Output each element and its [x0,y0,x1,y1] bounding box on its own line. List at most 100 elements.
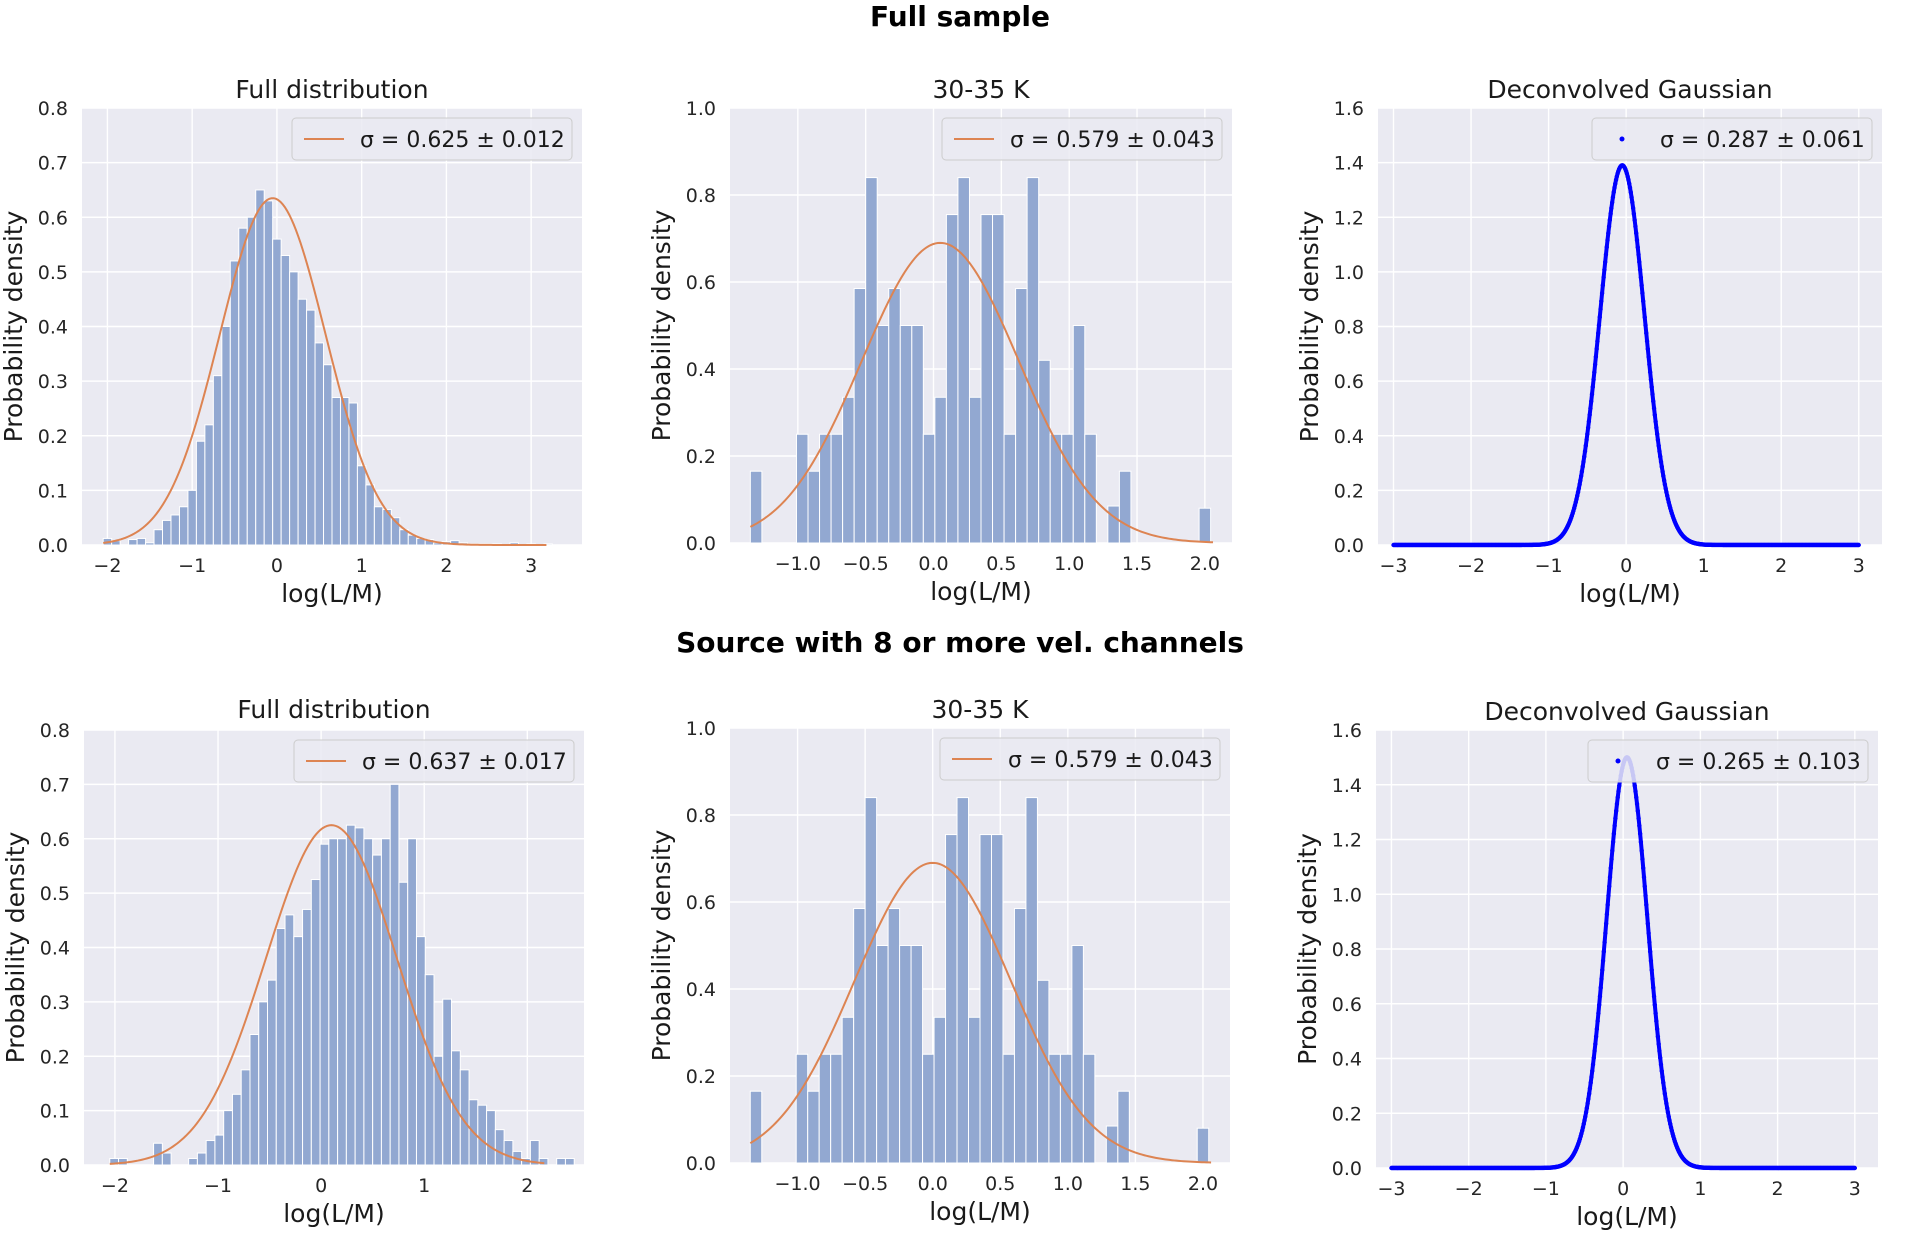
legend-label: σ = 0.579 ± 0.043 [1010,128,1215,153]
histogram-bar [319,843,330,1166]
histogram-bar [807,1090,820,1164]
y-tick-label: 0.4 [1334,426,1364,448]
histogram-bar [477,1104,488,1166]
x-tick-label: 1.0 [1054,553,1084,575]
y-tick-label: 0.8 [38,98,68,120]
panel-title: Full distribution [235,75,428,104]
histogram-bar [992,214,1005,544]
y-tick-label: 0.8 [686,805,716,827]
histogram-bar [979,834,992,1164]
panel-1: −2 −1 0 1 2 3 0.0 0.1 0.2 0.3 0.4 0.5 0.6 0.7 0.8 Full … [0,75,582,608]
histogram-bar [415,936,426,1166]
histogram-bar [899,945,912,1164]
x-tick-label: 0.5 [986,553,1016,575]
histogram-bar [853,908,866,1164]
x-tick-label: 2.0 [1188,1173,1218,1195]
histogram-bar [267,979,277,1166]
y-tick-label: 0.6 [40,829,70,851]
histogram-bar [354,827,365,1166]
histogram-bar [945,834,958,1164]
y-axis-label: Probability density [647,829,676,1061]
histogram-bar [263,200,274,546]
x-tick-label: 2 [1775,555,1787,577]
y-tick-label: 0.2 [686,446,716,468]
histogram-bar [323,364,333,546]
histogram-bar [922,1053,935,1164]
histogram-bar [945,214,959,544]
y-axis-label: Probability density [1293,833,1322,1065]
histogram-bar [990,834,1004,1164]
y-tick-label: 0.0 [686,1153,716,1175]
histogram-bar [128,539,138,546]
x-tick-label: 1 [356,555,368,577]
panel-5: −1.0 −0.5 0.0 0.5 1.0 1.5 2.0 0.0 0.2 0.4 0.6 0.8 1.… [647,695,1230,1226]
histogram-bar [302,908,312,1166]
y-tick-label: 0.0 [1332,1158,1362,1180]
x-tick-label: −1.0 [775,553,821,575]
histogram-bar [331,397,341,546]
histogram-bar [910,945,924,1164]
histogram-bar [795,1053,809,1164]
y-axis-label: Probability density [0,210,28,442]
histogram-bar [162,519,172,546]
panel-title: 30-35 K [933,75,1031,104]
y-tick-label: 0.6 [38,207,68,229]
x-tick-label: 3 [525,555,537,577]
y-tick-label: 0.3 [38,371,68,393]
histogram-bar [246,216,257,546]
x-tick-label: 2.0 [1190,553,1220,575]
histogram-bar [934,396,947,544]
y-tick-label: 1.0 [686,718,716,740]
histogram-bar [178,506,189,546]
y-tick-label: 0.2 [686,1066,716,1088]
y-tick-label: 0.4 [38,317,68,339]
histogram-bar [1082,1053,1096,1164]
x-tick-label: −0.5 [842,1173,888,1195]
histogram-bar [887,908,901,1164]
histogram-bar [407,838,417,1166]
histogram-bar [1196,1127,1210,1164]
legend-box [1587,739,1869,783]
histogram-bar [345,824,356,1166]
histogram-bar [363,838,374,1166]
panel-title: Deconvolved Gaussian [1487,75,1772,104]
histogram-bar [372,854,382,1166]
x-axis-label: log(L/M) [929,1197,1031,1226]
x-tick-label: 1.0 [1053,1173,1083,1195]
histogram-bar [922,433,936,544]
x-tick-label: 0.0 [918,1173,948,1195]
x-tick-label: 0.5 [985,1173,1015,1195]
histogram-bar [968,396,982,544]
histogram-bar [876,945,889,1164]
y-tick-label: 0.5 [38,262,68,284]
legend-box [939,737,1221,781]
y-tick-label: 0.6 [1334,371,1364,393]
histogram-bar [297,298,308,546]
histogram-bar [1198,507,1212,544]
y-axis-label: Probability density [647,209,676,441]
histogram-bar [864,797,878,1164]
y-tick-label: 0.1 [38,480,68,502]
x-tick-label: −0.5 [843,553,889,575]
y-tick-label: 0.8 [686,185,716,207]
histogram-bar [258,1001,269,1166]
legend-label: σ = 0.579 ± 0.043 [1008,748,1213,773]
row-title-full-sample: Full sample [870,0,1050,33]
histogram-bar [841,1016,855,1164]
x-tick-label: 2 [521,1175,533,1197]
histogram-bar [1072,325,1086,544]
histogram-bar [337,838,347,1166]
x-tick-label: 2 [1772,1178,1784,1200]
x-tick-label: 0 [271,555,283,577]
y-tick-label: 0.1 [40,1101,70,1123]
legend-dot-swatch [1619,136,1625,142]
histogram-bar [980,214,994,544]
histogram-bar [365,484,375,546]
histogram-bar [494,1129,505,1166]
y-tick-label: 0.5 [40,883,70,905]
x-tick-label: 0 [315,1175,327,1197]
histogram-bar [795,433,809,544]
panels: −2 −1 0 1 2 3 0.0 0.1 0.2 0.3 0.4 0.5 0.6 0.7 0.8 Full … [0,75,1882,1231]
histogram-bar [187,489,197,546]
